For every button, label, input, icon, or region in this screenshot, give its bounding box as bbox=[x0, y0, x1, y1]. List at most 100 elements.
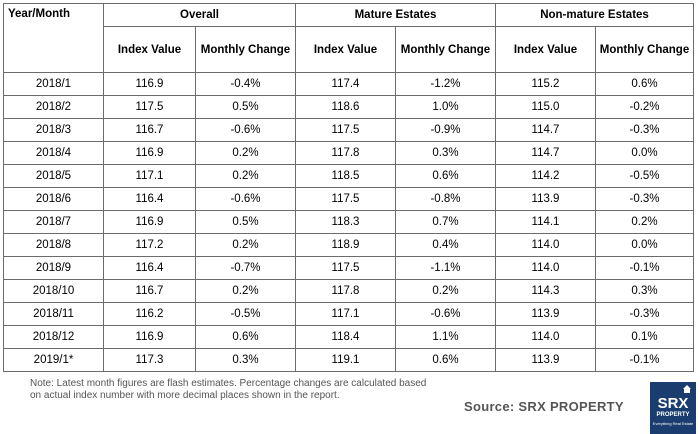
footnote-line-1: Note: Latest month figures are flash est… bbox=[30, 378, 427, 389]
mature-monthly-change-cell: 0.2% bbox=[395, 279, 496, 303]
source-label: Source: SRX PROPERTY bbox=[464, 399, 624, 414]
mature-index-value-cell: 117.4 bbox=[295, 72, 396, 96]
footer: Note: Latest month figures are flash est… bbox=[0, 374, 700, 434]
overall-index-value-cell: 116.9 bbox=[103, 141, 196, 165]
footnote: Note: Latest month figures are flash est… bbox=[30, 378, 490, 402]
year-month-cell: 2018/6 bbox=[3, 187, 104, 211]
non-mature-estates-header: Non-mature Estates bbox=[494, 3, 695, 27]
mature-monthly-change-cell: 0.3% bbox=[395, 141, 496, 165]
non-mature-monthly-change-cell: -0.5% bbox=[594, 164, 695, 188]
non-mature-monthly-change-cell: -0.3% bbox=[594, 118, 695, 142]
non-mature-index-value-cell: 113.9 bbox=[495, 302, 596, 326]
table-row: 2019/1* 117.3 0.3% 119.1 0.6% 113.9 -0.1% bbox=[3, 348, 695, 372]
mature-monthly-change-cell: -0.9% bbox=[395, 118, 496, 142]
overall-monthly-change-header: Monthly Change bbox=[195, 26, 296, 73]
non-mature-index-value-cell: 114.3 bbox=[495, 279, 596, 303]
table-body: 2018/1 116.9 -0.4% 117.4 -1.2% 115.2 0.6% 2018/… bbox=[3, 72, 695, 372]
year-month-cell: 2018/11 bbox=[3, 302, 104, 326]
logo-property-text: PROPERTY bbox=[656, 412, 690, 418]
table-row: 2018/6 116.4 -0.6% 117.5 -0.8% 113.9 -0.3% bbox=[3, 187, 695, 211]
non-mature-index-value-cell: 114.2 bbox=[495, 164, 596, 188]
mature-index-value-cell: 117.5 bbox=[295, 187, 396, 211]
mature-monthly-change-cell: -0.6% bbox=[395, 302, 496, 326]
year-month-cell: 2018/5 bbox=[3, 164, 104, 188]
overall-monthly-change-cell: 0.2% bbox=[195, 164, 296, 188]
overall-monthly-change-cell: 0.2% bbox=[195, 279, 296, 303]
non-mature-index-value-cell: 114.0 bbox=[495, 325, 596, 349]
overall-monthly-change-cell: -0.4% bbox=[195, 72, 296, 96]
overall-index-value-header: Index Value bbox=[103, 26, 196, 73]
mature-monthly-change-cell: -1.1% bbox=[395, 256, 496, 280]
overall-index-value-cell: 116.9 bbox=[103, 72, 196, 96]
non-mature-monthly-change-cell: 0.1% bbox=[594, 325, 695, 349]
mature-index-value-cell: 118.4 bbox=[295, 325, 396, 349]
overall-index-value-cell: 116.9 bbox=[103, 210, 196, 234]
non-mature-index-value-cell: 114.7 bbox=[495, 118, 596, 142]
footnote-line-2: on actual index number with more decimal… bbox=[30, 390, 340, 401]
overall-monthly-change-cell: -0.6% bbox=[195, 187, 296, 211]
logo-srx-text: SRX bbox=[657, 395, 689, 412]
overall-index-value-cell: 117.3 bbox=[103, 348, 196, 372]
overall-index-value-cell: 116.2 bbox=[103, 302, 196, 326]
year-month-cell: 2018/3 bbox=[3, 118, 104, 142]
overall-monthly-change-cell: -0.6% bbox=[195, 118, 296, 142]
sub-header-row: Index Value Monthly Change Index Value M… bbox=[4, 26, 695, 73]
year-month-cell: 2018/1 bbox=[3, 72, 104, 96]
non-mature-index-value-cell: 113.9 bbox=[495, 187, 596, 211]
overall-monthly-change-cell: 0.2% bbox=[195, 141, 296, 165]
non-mature-monthly-change-cell: -0.1% bbox=[594, 348, 695, 372]
year-month-cell: 2018/8 bbox=[3, 233, 104, 257]
non-mature-index-value-cell: 113.9 bbox=[495, 348, 596, 372]
non-mature-monthly-change-cell: 0.0% bbox=[594, 233, 695, 257]
year-month-cell: 2018/12 bbox=[3, 325, 104, 349]
non-mature-monthly-change-cell: -0.1% bbox=[594, 256, 695, 280]
mature-index-value-cell: 117.1 bbox=[295, 302, 396, 326]
mature-monthly-change-header: Monthly Change bbox=[395, 26, 496, 73]
overall-index-value-cell: 117.1 bbox=[103, 164, 196, 188]
group-header-row: Year/Month Overall Mature Estates Non-ma… bbox=[3, 3, 695, 73]
year-month-header: Year/Month bbox=[3, 3, 104, 73]
non-mature-index-value-cell: 115.2 bbox=[495, 72, 596, 96]
overall-index-value-cell: 116.7 bbox=[103, 279, 196, 303]
logo-tagline: Everything Real Estate bbox=[652, 421, 694, 426]
mature-index-value-cell: 118.6 bbox=[295, 95, 396, 119]
mature-monthly-change-cell: -0.8% bbox=[395, 187, 496, 211]
year-month-cell: 2018/9 bbox=[3, 256, 104, 280]
mature-estates-header: Mature Estates bbox=[295, 3, 496, 27]
mature-monthly-change-cell: 1.1% bbox=[395, 325, 496, 349]
table-row: 2018/11 116.2 -0.5% 117.1 -0.6% 113.9 -0.3% bbox=[3, 302, 695, 326]
overall-monthly-change-cell: 0.2% bbox=[195, 233, 296, 257]
overall-monthly-change-cell: 0.3% bbox=[195, 348, 296, 372]
mature-index-value-cell: 119.1 bbox=[295, 348, 396, 372]
non-mature-index-value-cell: 115.0 bbox=[495, 95, 596, 119]
table-row: 2018/2 117.5 0.5% 118.6 1.0% 115.0 -0.2% bbox=[3, 95, 695, 119]
non-mature-index-value-cell: 114.0 bbox=[495, 233, 596, 257]
table-row: 2018/3 116.7 -0.6% 117.5 -0.9% 114.7 -0.3% bbox=[3, 118, 695, 142]
mature-index-value-cell: 117.8 bbox=[295, 279, 396, 303]
table-row: 2018/12 116.9 0.6% 118.4 1.1% 114.0 0.1% bbox=[3, 325, 695, 349]
year-month-cell: 2018/10 bbox=[3, 279, 104, 303]
house-icon bbox=[683, 385, 691, 393]
mature-monthly-change-cell: 1.0% bbox=[395, 95, 496, 119]
mature-monthly-change-cell: 0.7% bbox=[395, 210, 496, 234]
overall-index-value-cell: 117.2 bbox=[103, 233, 196, 257]
non-mature-monthly-change-cell: 0.6% bbox=[594, 72, 695, 96]
mature-index-value-cell: 118.5 bbox=[295, 164, 396, 188]
table-row: 2018/4 116.9 0.2% 117.8 0.3% 114.7 0.0% bbox=[3, 141, 695, 165]
mature-monthly-change-cell: 0.6% bbox=[395, 164, 496, 188]
mature-index-value-cell: 118.3 bbox=[295, 210, 396, 234]
overall-monthly-change-cell: 0.5% bbox=[195, 95, 296, 119]
non-mature-monthly-change-cell: 0.0% bbox=[594, 141, 695, 165]
non-mature-index-value-cell: 114.7 bbox=[495, 141, 596, 165]
mature-index-value-cell: 117.8 bbox=[295, 141, 396, 165]
overall-header: Overall bbox=[103, 3, 296, 27]
year-month-cell: 2019/1* bbox=[3, 348, 104, 372]
overall-monthly-change-cell: 0.5% bbox=[195, 210, 296, 234]
table-row: 2018/9 116.4 -0.7% 117.5 -1.1% 114.0 -0.1% bbox=[3, 256, 695, 280]
index-table: Year/Month Overall Mature Estates Non-ma… bbox=[3, 3, 695, 372]
non-mature-index-value-cell: 114.1 bbox=[495, 210, 596, 234]
non-mature-monthly-change-cell: -0.3% bbox=[594, 187, 695, 211]
mature-index-value-cell: 117.5 bbox=[295, 118, 396, 142]
non-mature-monthly-change-cell: -0.2% bbox=[594, 95, 695, 119]
overall-index-value-cell: 116.4 bbox=[103, 256, 196, 280]
